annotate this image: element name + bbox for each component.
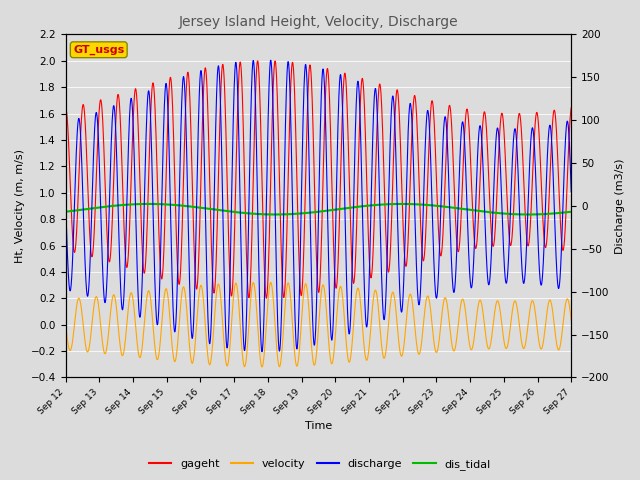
Legend: gageht, velocity, discharge, dis_tidal: gageht, velocity, discharge, dis_tidal <box>145 455 495 474</box>
X-axis label: Time: Time <box>305 421 332 432</box>
Y-axis label: Ht, Velocity (m, m/s): Ht, Velocity (m, m/s) <box>15 149 25 263</box>
Title: Jersey Island Height, Velocity, Discharge: Jersey Island Height, Velocity, Discharg… <box>179 15 458 29</box>
Y-axis label: Discharge (m3/s): Discharge (m3/s) <box>615 158 625 253</box>
Text: GT_usgs: GT_usgs <box>73 45 124 55</box>
